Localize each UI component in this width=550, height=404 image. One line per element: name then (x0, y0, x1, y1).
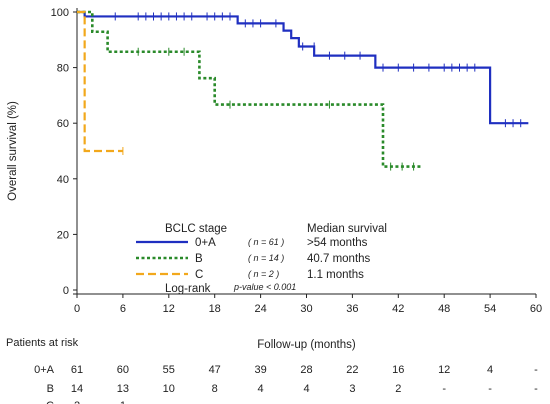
legend-label: C (195, 269, 203, 281)
risk-value: 10 (163, 383, 175, 395)
risk-value: 4 (487, 364, 493, 376)
x-tick-label: 24 (254, 303, 266, 315)
risk-value: 8 (212, 383, 218, 395)
legend-n: ( n = 2 ) (248, 269, 279, 279)
risk-value: - (488, 383, 492, 395)
risk-value: 3 (349, 383, 355, 395)
risk-table: Patients at risk 0+A 61 60 55 47 39 28 22 16 12 4-… (6, 337, 538, 404)
legend-n: ( n = 61 ) (248, 237, 284, 247)
risk-value: 14 (71, 383, 83, 395)
risk-value: - (534, 364, 538, 376)
risk-row-label: B (47, 383, 54, 395)
risk-value: 55 (163, 364, 175, 376)
y-tick-label: 100 (51, 7, 69, 19)
survival-curve (77, 10, 123, 153)
risk-value: - (442, 400, 446, 404)
risk-value: 4 (303, 383, 309, 395)
risk-value: 28 (300, 364, 312, 376)
x-tick-label: 30 (300, 303, 312, 315)
risk-value: - (534, 383, 538, 395)
risk-value: 47 (209, 364, 221, 376)
legend-title: BCLC stage (165, 223, 227, 235)
legend-entry: B ( n = 14 ) 40.7 months (136, 253, 371, 265)
risk-value: - (259, 400, 263, 404)
x-tick-label: 0 (74, 303, 80, 315)
legend-median: 1.1 months (307, 269, 364, 281)
axes: 0 20 40 60 80 100 0 6 12 18 24 30 36 42 48 54 60 Overal… (7, 7, 542, 351)
legend-test-value: p-value < 0.001 (233, 282, 296, 292)
risk-value: - (351, 400, 355, 404)
risk-value: - (305, 400, 309, 404)
risk-value: 39 (254, 364, 266, 376)
risk-value: 16 (392, 364, 404, 376)
risk-value: 60 (117, 364, 129, 376)
risk-row: B 14 13 10 8 4 4 3 2 - - - (47, 383, 539, 395)
x-axis-title: Follow-up (months) (257, 339, 356, 351)
y-tick-label: 0 (63, 285, 69, 297)
risk-table-title: Patients at risk (6, 337, 79, 349)
risk-value: 2 (74, 400, 80, 404)
series-b (77, 10, 422, 171)
risk-row-label: C (46, 400, 54, 404)
y-tick-label: 40 (57, 174, 69, 186)
risk-value: - (213, 400, 217, 404)
risk-row-label: 0+A (34, 364, 55, 376)
legend-label: 0+A (195, 237, 216, 249)
y-tick-label: 80 (57, 63, 69, 75)
x-tick-label: 18 (209, 303, 221, 315)
y-tick-label: 20 (57, 229, 69, 241)
legend-label: B (195, 253, 203, 265)
x-ticks: 0 6 12 18 24 30 36 42 48 54 60 (74, 294, 542, 315)
x-tick-label: 60 (530, 303, 542, 315)
risk-value: 61 (71, 364, 83, 376)
x-tick-label: 48 (438, 303, 450, 315)
risk-value: 2 (395, 383, 401, 395)
series-c (77, 10, 124, 155)
legend-median-title: Median survival (307, 223, 387, 235)
risk-value: - (534, 400, 538, 404)
legend-entries: 0+A ( n = 61 ) >54 months B ( n = 14 ) 40.7 m… (136, 237, 371, 281)
series-0plusa (77, 10, 529, 128)
risk-rows: 0+A 61 60 55 47 39 28 22 16 12 4 - B 14 13 10 8 4 4 3 2 - - - C 2… (34, 364, 538, 404)
survival-curve (77, 10, 529, 125)
risk-value: 13 (117, 383, 129, 395)
x-tick-label: 12 (163, 303, 175, 315)
x-tick-label: 42 (392, 303, 404, 315)
y-axis-title: Overall survival (%) (7, 101, 19, 201)
x-tick-label: 36 (346, 303, 358, 315)
legend: BCLC stage Median survival 0+A ( n = 61 )… (136, 223, 387, 295)
y-ticks: 0 20 40 60 80 100 (51, 7, 77, 297)
survival-curve (77, 10, 422, 168)
risk-value: 12 (438, 364, 450, 376)
risk-value: - (488, 400, 492, 404)
y-tick-label: 60 (57, 118, 69, 130)
risk-value: 1 (120, 400, 126, 404)
risk-value: - (442, 383, 446, 395)
risk-value: - (167, 400, 171, 404)
x-tick-label: 6 (120, 303, 126, 315)
risk-row: C 2 1 - - - - - - - - - (46, 400, 538, 404)
legend-test-label: Log-rank (165, 283, 211, 295)
legend-n: ( n = 14 ) (248, 253, 284, 263)
x-tick-label: 54 (484, 303, 496, 315)
legend-median: >54 months (307, 237, 368, 249)
series-layer (77, 10, 529, 171)
legend-entry: 0+A ( n = 61 ) >54 months (136, 237, 368, 249)
legend-median: 40.7 months (307, 253, 371, 265)
risk-value: - (396, 400, 400, 404)
risk-value: 22 (346, 364, 358, 376)
legend-entry: C ( n = 2 ) 1.1 months (136, 269, 364, 281)
risk-row: 0+A 61 60 55 47 39 28 22 16 12 4 - (34, 364, 538, 376)
risk-value: 4 (258, 383, 264, 395)
